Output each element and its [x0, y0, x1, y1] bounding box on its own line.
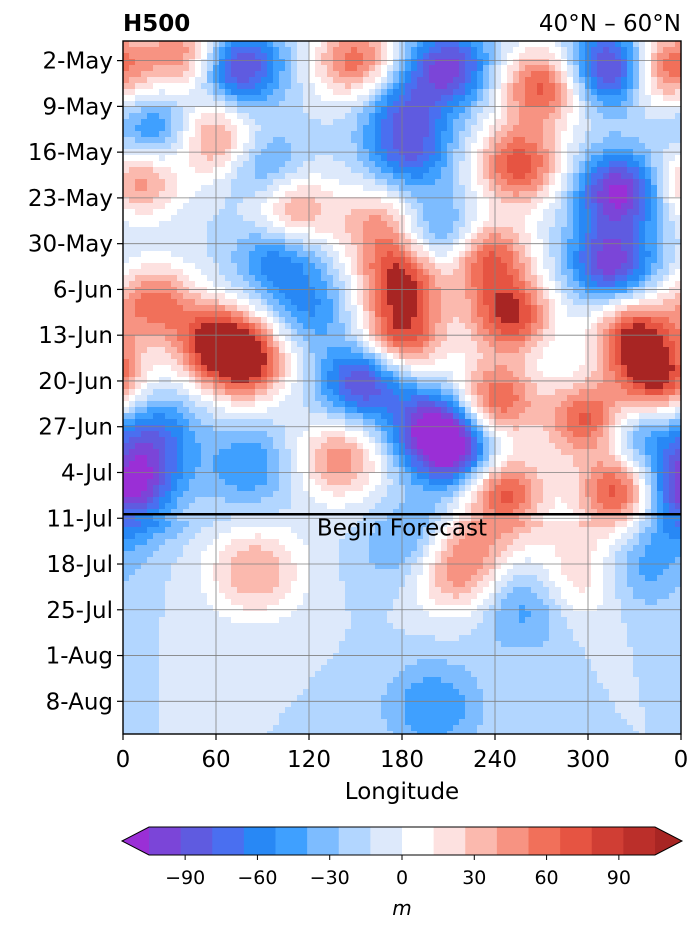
x-tick-label: 240 [473, 747, 517, 773]
colorbar-segment [402, 827, 435, 855]
y-tick-label: 4-Jul [61, 460, 113, 486]
colorbar-segment [243, 827, 276, 855]
colorbar-segment [591, 827, 624, 855]
colorbar-extend-high [655, 827, 682, 855]
forecast-label: Begin Forecast [317, 515, 487, 541]
colorbar-segment [370, 827, 403, 855]
colorbar-tick-label: −30 [310, 867, 350, 889]
y-tick-label: 11-Jul [46, 506, 113, 532]
colorbar-label: m [392, 896, 411, 920]
colorbar-segment [528, 827, 561, 855]
chart-title: H500 [123, 11, 190, 37]
y-tick-label: 1-Aug [46, 644, 113, 670]
colorbar-ticks: −90 −60 −30 0 30 60 90 [165, 855, 631, 889]
colorbar-segment [496, 827, 529, 855]
colorbar-tick-label: −90 [165, 867, 205, 889]
x-axis-ticks: 0 60 120 180 240 300 0 [116, 734, 689, 773]
colorbar-tick-label: 90 [607, 867, 631, 889]
y-tick-label: 20-Jun [38, 369, 113, 395]
x-tick-label: 300 [566, 747, 610, 773]
x-tick-label: 0 [674, 747, 689, 773]
colorbar-tick-label: −60 [237, 867, 277, 889]
colorbar-segment [338, 827, 371, 855]
colorbar-segment [149, 827, 182, 855]
y-tick-label: 16-May [28, 140, 113, 166]
colorbar-tick-label: 0 [396, 867, 408, 889]
colorbar-extend-low [122, 827, 149, 855]
x-tick-label: 120 [287, 747, 331, 773]
y-axis-ticks: 2-May 9-May 16-May 23-May 30-May 6-Jun 13-Jun 2… [28, 49, 123, 715]
colorbar-segment [560, 827, 593, 855]
colorbar-segment [465, 827, 498, 855]
y-tick-label: 9-May [43, 94, 113, 120]
x-tick-label: 180 [380, 747, 424, 773]
y-tick-label: 2-May [43, 49, 113, 75]
colorbar-tick-label: 30 [462, 867, 486, 889]
y-tick-label: 13-Jun [38, 323, 113, 349]
y-tick-label: 8-Aug [46, 689, 113, 715]
y-tick-label: 27-Jun [38, 415, 113, 441]
x-axis-label: Longitude [345, 779, 459, 805]
colorbar-tick-label: 60 [534, 867, 558, 889]
colorbar-outline [120, 826, 684, 856]
colorbar-segment [433, 827, 466, 855]
heatmap-field [123, 41, 681, 734]
x-tick-label: 0 [116, 747, 131, 773]
colorbar-segment [180, 827, 213, 855]
y-tick-label: 18-Jul [46, 552, 113, 578]
colorbar-segment [623, 827, 656, 855]
colorbar-segment [212, 827, 245, 855]
region-label: 40°N – 60°N [539, 11, 681, 37]
colorbar-segment [307, 827, 340, 855]
x-tick-label: 60 [201, 747, 230, 773]
colorbar-segment [275, 827, 308, 855]
y-tick-label: 23-May [28, 186, 113, 212]
colorbar [120, 826, 684, 856]
y-tick-label: 25-Jul [46, 598, 113, 624]
y-tick-label: 30-May [28, 232, 113, 258]
y-tick-label: 6-Jun [53, 277, 113, 303]
